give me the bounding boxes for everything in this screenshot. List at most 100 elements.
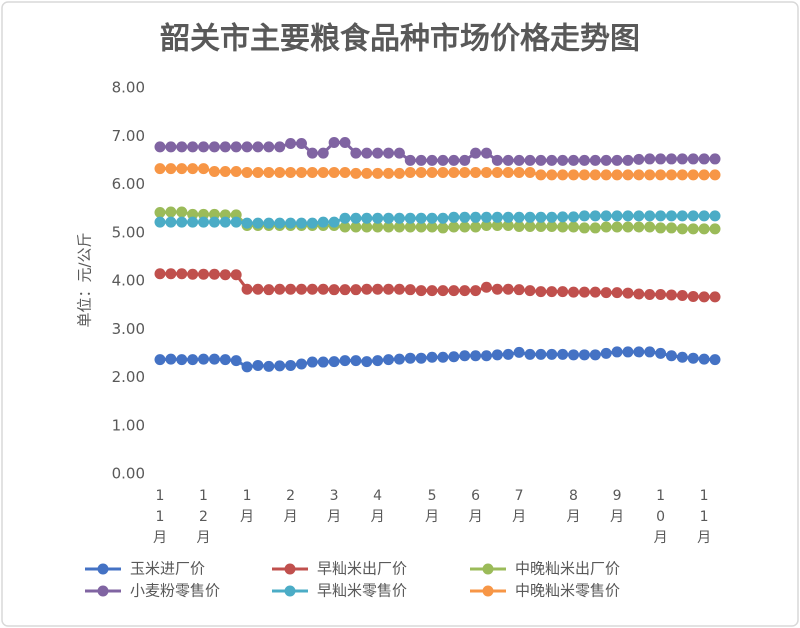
data-point bbox=[655, 289, 667, 301]
x-tick-label: 1月 bbox=[240, 488, 255, 525]
data-point bbox=[600, 210, 612, 222]
data-point bbox=[611, 221, 623, 233]
data-point bbox=[622, 287, 634, 299]
data-point bbox=[546, 211, 558, 223]
data-point bbox=[198, 216, 210, 228]
data-point bbox=[448, 154, 460, 166]
y-tick-label: 8.00 bbox=[112, 79, 145, 97]
data-point bbox=[470, 211, 482, 223]
data-point bbox=[252, 166, 264, 178]
data-point bbox=[633, 288, 645, 300]
data-point bbox=[274, 217, 286, 229]
data-point bbox=[306, 166, 318, 178]
data-point bbox=[176, 354, 188, 366]
data-point bbox=[676, 169, 688, 181]
x-tick-label: 9月 bbox=[610, 488, 625, 525]
data-point bbox=[568, 349, 580, 361]
x-tick-label: 11月 bbox=[697, 488, 712, 546]
data-point bbox=[480, 166, 492, 178]
data-point bbox=[339, 166, 351, 178]
data-point bbox=[241, 141, 253, 153]
data-point bbox=[426, 154, 438, 166]
data-point bbox=[285, 166, 297, 178]
data-point bbox=[252, 359, 264, 371]
data-point bbox=[546, 348, 558, 360]
x-tick-label: 3月 bbox=[327, 488, 342, 525]
data-point bbox=[535, 348, 547, 360]
data-point bbox=[709, 291, 721, 303]
data-point bbox=[676, 289, 688, 301]
legend-marker bbox=[284, 563, 296, 575]
data-point bbox=[274, 141, 286, 153]
data-point bbox=[578, 169, 590, 181]
data-point bbox=[578, 286, 590, 298]
data-point bbox=[415, 285, 427, 297]
data-point bbox=[295, 137, 307, 149]
data-point bbox=[568, 169, 580, 181]
data-point bbox=[698, 153, 710, 165]
data-point bbox=[665, 153, 677, 165]
data-point bbox=[274, 166, 286, 178]
data-point bbox=[459, 221, 471, 233]
data-point bbox=[437, 351, 449, 363]
data-point bbox=[295, 166, 307, 178]
data-point bbox=[383, 283, 395, 295]
data-point bbox=[154, 163, 166, 175]
data-point bbox=[698, 169, 710, 181]
data-point bbox=[176, 268, 188, 280]
data-point bbox=[165, 268, 177, 280]
data-point bbox=[230, 216, 242, 228]
data-point bbox=[219, 354, 231, 366]
data-point bbox=[154, 268, 166, 280]
data-point bbox=[404, 221, 416, 233]
y-tick-label: 0.00 bbox=[112, 465, 145, 483]
y-axis-label: 单位：元/公斤 bbox=[76, 232, 94, 327]
data-point bbox=[687, 210, 699, 222]
data-point bbox=[165, 216, 177, 228]
data-point bbox=[285, 283, 297, 295]
data-point bbox=[295, 358, 307, 370]
data-point bbox=[198, 163, 210, 175]
data-point bbox=[470, 147, 482, 159]
data-point bbox=[393, 283, 405, 295]
data-point bbox=[437, 212, 449, 224]
data-point bbox=[187, 141, 199, 153]
data-point bbox=[263, 217, 275, 229]
data-point bbox=[187, 268, 199, 280]
x-tick-label: 7月 bbox=[512, 488, 527, 525]
legend-marker bbox=[284, 585, 296, 597]
data-point bbox=[491, 349, 503, 361]
data-point bbox=[676, 223, 688, 235]
data-point bbox=[415, 212, 427, 224]
data-point bbox=[655, 169, 667, 181]
data-point bbox=[263, 284, 275, 296]
data-point bbox=[165, 141, 177, 153]
legend-label: 早籼米出厂价 bbox=[317, 560, 407, 578]
data-point bbox=[535, 286, 547, 298]
data-point bbox=[600, 169, 612, 181]
data-point bbox=[513, 211, 525, 223]
data-point bbox=[295, 283, 307, 295]
data-point bbox=[600, 154, 612, 166]
data-point bbox=[491, 283, 503, 295]
data-point bbox=[611, 287, 623, 299]
data-point bbox=[274, 360, 286, 372]
data-point bbox=[372, 283, 384, 295]
data-point bbox=[589, 286, 601, 298]
data-point bbox=[404, 284, 416, 296]
data-point bbox=[241, 361, 253, 373]
data-point bbox=[350, 147, 362, 159]
data-point bbox=[557, 169, 569, 181]
data-point bbox=[230, 141, 242, 153]
data-point bbox=[198, 268, 210, 280]
data-point bbox=[187, 354, 199, 366]
data-point bbox=[165, 206, 177, 218]
data-point bbox=[709, 153, 721, 165]
data-point bbox=[600, 221, 612, 233]
data-point bbox=[328, 166, 340, 178]
data-point bbox=[154, 216, 166, 228]
data-point bbox=[480, 147, 492, 159]
data-point bbox=[459, 285, 471, 297]
data-point bbox=[622, 346, 634, 358]
